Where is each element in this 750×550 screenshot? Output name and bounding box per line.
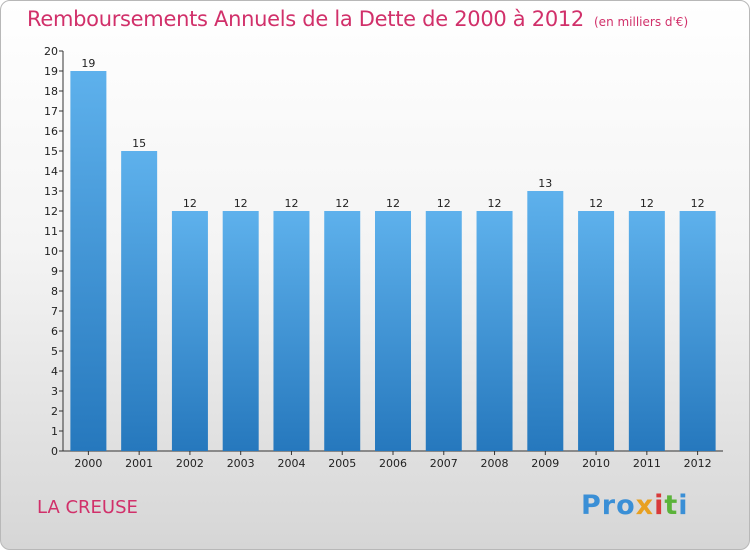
bar-value-label: 13: [538, 177, 552, 190]
bar: [628, 211, 665, 451]
y-tick-label: 4: [51, 365, 58, 378]
y-tick-label: 13: [44, 185, 58, 198]
x-tick-label: 2010: [582, 457, 610, 470]
x-tick-label: 2008: [481, 457, 509, 470]
bar-value-label: 12: [488, 197, 502, 210]
y-tick-label: 14: [44, 165, 58, 178]
x-tick-label: 2004: [277, 457, 305, 470]
logo-part: t: [664, 490, 679, 521]
bar: [425, 211, 462, 451]
chart-title: Remboursements Annuels de la Dette de 20…: [27, 7, 688, 31]
y-tick-label: 0: [51, 445, 58, 458]
bar-value-label: 12: [691, 197, 705, 210]
x-tick-label: 2000: [74, 457, 102, 470]
logo-part: Pro: [581, 490, 636, 521]
y-tick-label: 19: [44, 65, 58, 78]
y-tick-label: 20: [44, 45, 58, 58]
bar: [70, 71, 107, 451]
bar-value-label: 19: [81, 57, 95, 70]
bar: [375, 211, 411, 451]
x-tick-label: 2002: [176, 457, 204, 470]
y-tick-label: 1: [51, 425, 58, 438]
x-axis: 2000 2001 2002 2003 2004 2005 2006 2007 2008 2009…: [63, 450, 723, 470]
bar-value-label: 12: [335, 197, 349, 210]
y-tick-label: 17: [44, 105, 58, 118]
x-tick-label: 2001: [125, 457, 153, 470]
x-tick-label: 2005: [328, 457, 356, 470]
y-tick-label: 18: [44, 85, 58, 98]
x-tick-label: 2009: [531, 457, 559, 470]
x-tick-label: 2006: [379, 457, 407, 470]
y-tick-label: 15: [44, 145, 58, 158]
bar: [476, 211, 513, 451]
x-tick-label: 2007: [430, 457, 458, 470]
y-tick-label: 5: [51, 345, 58, 358]
proxiti-logo: Proxiti: [581, 490, 689, 521]
y-tick-label: 10: [44, 245, 58, 258]
bar-value-label: 12: [437, 197, 451, 210]
bar: [171, 211, 208, 451]
y-tick-label: 11: [44, 225, 58, 238]
y-tick-label: 8: [51, 285, 58, 298]
y-tick-label: 3: [51, 385, 58, 398]
bars-group: [70, 71, 716, 451]
bar-value-label: 12: [183, 197, 197, 210]
value-labels-group: 19 15 12 12 12 12 12 12 12 13 12 12 12: [81, 57, 704, 210]
x-tick-label: 2003: [227, 457, 255, 470]
bar: [121, 151, 158, 451]
y-tick-label: 16: [44, 125, 58, 138]
y-tick-label: 7: [51, 305, 58, 318]
bar-value-label: 12: [234, 197, 248, 210]
bar: [578, 211, 615, 451]
bar: [324, 211, 361, 451]
bar: [222, 211, 259, 451]
y-tick-label: 2: [51, 405, 58, 418]
logo-part: i: [678, 490, 689, 521]
bar-value-label: 15: [132, 137, 146, 150]
bar: [273, 211, 310, 451]
logo-part: i: [654, 490, 665, 521]
bar-value-label: 12: [284, 197, 298, 210]
logo-part: x: [635, 490, 655, 521]
chart-title-text: Remboursements Annuels de la Dette de 20…: [27, 7, 584, 31]
x-tick-label: 2012: [684, 457, 712, 470]
bar: [527, 191, 564, 451]
chart-subtitle: (en milliers d'€): [594, 15, 689, 29]
commune-name: LA CREUSE: [37, 497, 138, 518]
y-tick-label: 9: [51, 265, 58, 278]
bar-value-label: 12: [640, 197, 654, 210]
bar: [679, 211, 716, 451]
x-tick-label: 2011: [633, 457, 661, 470]
y-tick-label: 12: [44, 205, 58, 218]
bar-value-label: 12: [589, 197, 603, 210]
y-tick-label: 6: [51, 325, 58, 338]
bar-value-label: 12: [386, 197, 400, 210]
